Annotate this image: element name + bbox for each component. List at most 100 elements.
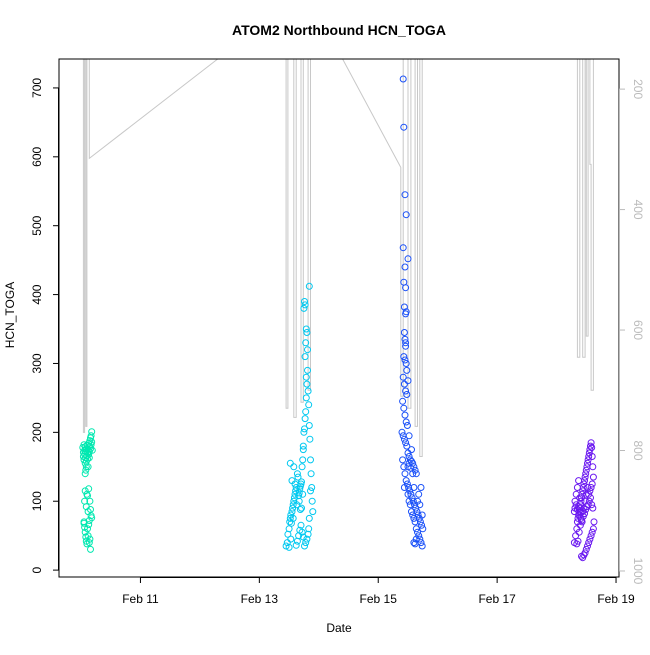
data-point-group-1 (86, 497, 94, 505)
data-point-group-1 (88, 446, 96, 454)
data-point-group-2 (300, 428, 308, 436)
data-point-group-2 (304, 346, 311, 354)
data-point-group-2 (302, 325, 310, 333)
data-point-group-2 (292, 541, 300, 549)
y2-tick-label: 800 (631, 440, 645, 460)
y2-tick-label: 200 (631, 79, 645, 99)
data-point-group-1 (83, 490, 91, 498)
data-point-group-4 (581, 473, 589, 481)
data-point-group-4 (587, 484, 595, 491)
data-point-group-3 (414, 497, 421, 505)
data-point-group-2 (299, 490, 307, 498)
data-point-group-2 (287, 535, 295, 543)
data-point-group-2 (297, 521, 305, 529)
data-point-group-3 (408, 508, 415, 516)
data-point-group-1 (80, 519, 88, 527)
data-point-group-4 (587, 532, 595, 540)
data-point-group-2 (290, 494, 298, 502)
data-point-group-3 (400, 484, 408, 491)
data-point-group-2 (308, 484, 316, 491)
y-tick-label: 0 (30, 566, 44, 573)
data-point-group-3 (417, 484, 425, 491)
data-point-group-3 (416, 535, 424, 543)
data-point-group-2 (286, 518, 294, 526)
data-point-group-2 (299, 533, 307, 541)
data-point-group-3 (402, 477, 410, 485)
data-point-group-2 (288, 508, 296, 516)
data-point-group-3 (402, 418, 410, 426)
axes-layer: Feb 11 Feb 13 Feb 15 Feb 17 Feb 19 0 100 200 300… (30, 58, 645, 606)
data-point-group-4 (589, 504, 597, 512)
data-point-group-2 (308, 497, 316, 505)
data-point-group-3 (403, 442, 411, 450)
data-point-group-2 (293, 501, 301, 509)
data-point-group-2 (291, 490, 299, 498)
data-point-group-1 (88, 438, 96, 446)
data-point-group-4 (588, 480, 596, 488)
data-point-group-2 (301, 542, 308, 550)
data-point-group-4 (575, 528, 583, 536)
data-point-group-2 (296, 506, 304, 513)
data-point-group-1 (84, 525, 91, 533)
data-point-group-2 (309, 508, 317, 516)
data-point-group-2 (301, 301, 309, 309)
y2-tick-label: 400 (631, 200, 645, 220)
data-point-group-3 (414, 528, 421, 536)
data-point-group-3 (402, 339, 410, 347)
data-point-group-2 (302, 339, 310, 347)
data-point-group-2 (294, 473, 302, 481)
data-point-group-3 (401, 191, 409, 199)
data-point-group-3 (402, 360, 410, 367)
data-point-group-2 (307, 456, 314, 464)
data-point-group-3 (399, 397, 407, 405)
data-point-group-3 (418, 521, 426, 529)
data-point-group-1 (81, 470, 89, 478)
data-point-group-3 (415, 490, 423, 498)
data-point-group-4 (587, 439, 595, 447)
data-point-group-2 (302, 408, 310, 416)
data-point-group-3 (409, 470, 417, 478)
data-point-group-2 (301, 425, 308, 433)
data-point-group-4 (579, 554, 587, 562)
points-layer (79, 75, 598, 562)
data-point-group-3 (401, 335, 409, 343)
data-point-group-3 (402, 211, 410, 219)
data-point-group-1 (85, 454, 93, 462)
data-point-group-4 (572, 490, 580, 498)
data-point-group-3 (402, 439, 410, 447)
data-point-group-3 (403, 366, 411, 374)
data-point-group-3 (405, 497, 413, 505)
data-point-group-2 (303, 329, 311, 336)
data-point-group-3 (401, 470, 409, 478)
y2-tick-label: 600 (631, 320, 645, 340)
data-point-group-4 (578, 552, 585, 560)
data-point-group-3 (402, 308, 410, 316)
data-point-group-2 (304, 366, 311, 374)
data-point-group-3 (400, 380, 408, 388)
data-point-group-4 (571, 497, 579, 505)
data-point-group-3 (399, 373, 407, 381)
data-point-group-3 (404, 490, 412, 498)
data-point-group-4 (584, 542, 591, 550)
data-point-group-3 (400, 329, 408, 336)
data-point-group-2 (302, 373, 310, 381)
data-point-group-2 (296, 485, 304, 493)
data-point-group-4 (585, 497, 593, 505)
data-point-group-3 (402, 284, 410, 292)
data-point-group-4 (589, 525, 597, 533)
data-point-group-4 (588, 501, 596, 509)
data-point-group-3 (412, 470, 420, 478)
data-point-group-3 (399, 244, 407, 252)
data-point-group-2 (301, 353, 309, 361)
data-point-group-3 (403, 422, 411, 429)
x-tick-label: Feb 11 (122, 592, 159, 606)
data-point-group-2 (290, 463, 298, 471)
x-tick-label: Feb 15 (360, 592, 398, 606)
data-point-group-2 (286, 459, 294, 467)
data-point-group-4 (589, 463, 597, 471)
data-point-group-3 (406, 487, 414, 495)
data-point-group-4 (584, 459, 591, 467)
altitude-layer (82, 59, 594, 457)
data-point-group-4 (574, 537, 582, 545)
